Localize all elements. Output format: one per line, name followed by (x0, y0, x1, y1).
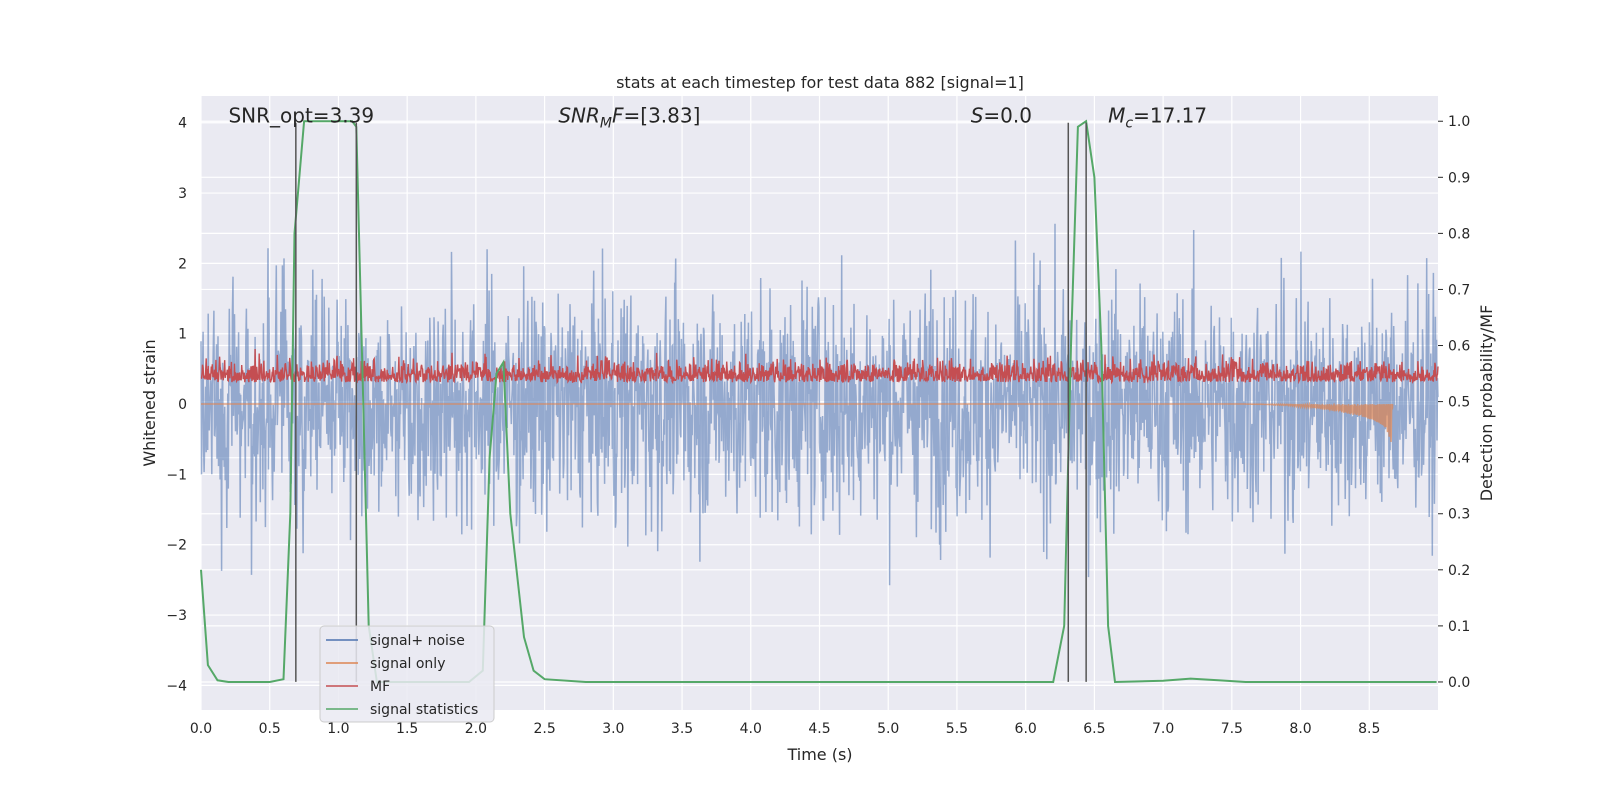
y-tick-label: 4 (178, 116, 187, 132)
series-mf (200, 348, 1439, 385)
legend: signal+ noise signal only MF signal stat… (319, 625, 495, 723)
x-tick-label: 4.5 (808, 721, 830, 737)
x-axis-label: Time (s) (786, 745, 852, 764)
annotation-1: SNRMF=[3.83] (558, 104, 700, 132)
y2-tick-label: 0.9 (1448, 170, 1470, 186)
series-layer (200, 119, 1439, 684)
y2-tick-label: 0.5 (1448, 395, 1470, 411)
y-tick-label: −4 (166, 678, 187, 694)
x-tick-label: 7.5 (1221, 721, 1243, 737)
x-tick-label: 8.5 (1358, 721, 1380, 737)
x-tick-label: 5.5 (946, 721, 968, 737)
y-tick-label: 0 (178, 397, 187, 413)
x-tick-label: 0.5 (259, 721, 281, 737)
y2-axis-label: Detection probability/MF (1477, 305, 1496, 502)
y-tick-label: 3 (178, 186, 187, 202)
y-tick-label: −3 (166, 608, 187, 624)
x-tick-label: 1.5 (396, 721, 418, 737)
y2-tick-label: 0.4 (1448, 451, 1470, 467)
x-tick-labels: 0.0 0.5 1.0 1.5 2.0 2.5 3.0 3.5 4.0 4.5 5.0 5.5 6.0 6… (190, 721, 1381, 737)
legend-label-mf: MF (370, 679, 390, 695)
x-tick-label: 5.0 (877, 721, 899, 737)
series-signal-noise (200, 223, 1439, 586)
y-tick-label: 1 (178, 327, 187, 343)
x-tick-label: 3.0 (602, 721, 624, 737)
y2-tick-label: 1.0 (1448, 114, 1470, 130)
y2-tick-label: 0.3 (1448, 507, 1470, 523)
x-tick-label: 3.5 (671, 721, 693, 737)
annotations: SNR_opt=3.39 SNRMF=[3.83] S=0.0 Mc=17.17 (228, 104, 1207, 132)
y2-tick-labels: 0.0 0.1 0.2 0.3 0.4 0.5 0.6 0.7 0.8 0.9 1.0 (1438, 114, 1470, 691)
legend-label-signal-noise: signal+ noise (370, 633, 465, 649)
y2-tick-label: 0.1 (1448, 619, 1470, 635)
y2-tick-label: 0.7 (1448, 282, 1470, 298)
legend-label-signal-statistics: signal statistics (370, 702, 478, 718)
y-tick-label: −1 (166, 467, 187, 483)
y-tick-labels: −4 −3 −2 −1 0 1 2 3 4 (166, 116, 187, 695)
annotation-2: S=0.0 (971, 104, 1032, 128)
x-tick-label: 0.0 (190, 721, 212, 737)
annotation-3: Mc=17.17 (1108, 104, 1207, 132)
y2-tick-label: 0.8 (1448, 226, 1470, 242)
x-tick-label: 8.0 (1289, 721, 1311, 737)
x-tick-label: 6.5 (1083, 721, 1105, 737)
series-signal-statistics (200, 119, 1437, 684)
y-axis-label: Whitened strain (140, 339, 159, 466)
series-signal-only (201, 401, 1394, 443)
y-tick-label: −2 (166, 538, 187, 554)
vertical-markers (295, 122, 1087, 682)
y-tick-label: 2 (178, 256, 187, 272)
y2-tick-label: 0.0 (1448, 675, 1470, 691)
x-tick-label: 1.0 (327, 721, 349, 737)
x-tick-label: 4.0 (740, 721, 762, 737)
x-tick-label: 2.0 (465, 721, 487, 737)
x-tick-label: 6.0 (1015, 721, 1037, 737)
x-tick-label: 2.5 (533, 721, 555, 737)
annotation-0: SNR_opt=3.39 (228, 104, 374, 128)
y2-tick-label: 0.2 (1448, 563, 1470, 579)
y2-tick-label: 0.6 (1448, 339, 1470, 355)
legend-box (319, 625, 495, 723)
legend-label-signal-only: signal only (370, 656, 445, 672)
x-tick-label: 7.0 (1152, 721, 1174, 737)
chart-title: stats at each timestep for test data 882… (616, 73, 1024, 92)
